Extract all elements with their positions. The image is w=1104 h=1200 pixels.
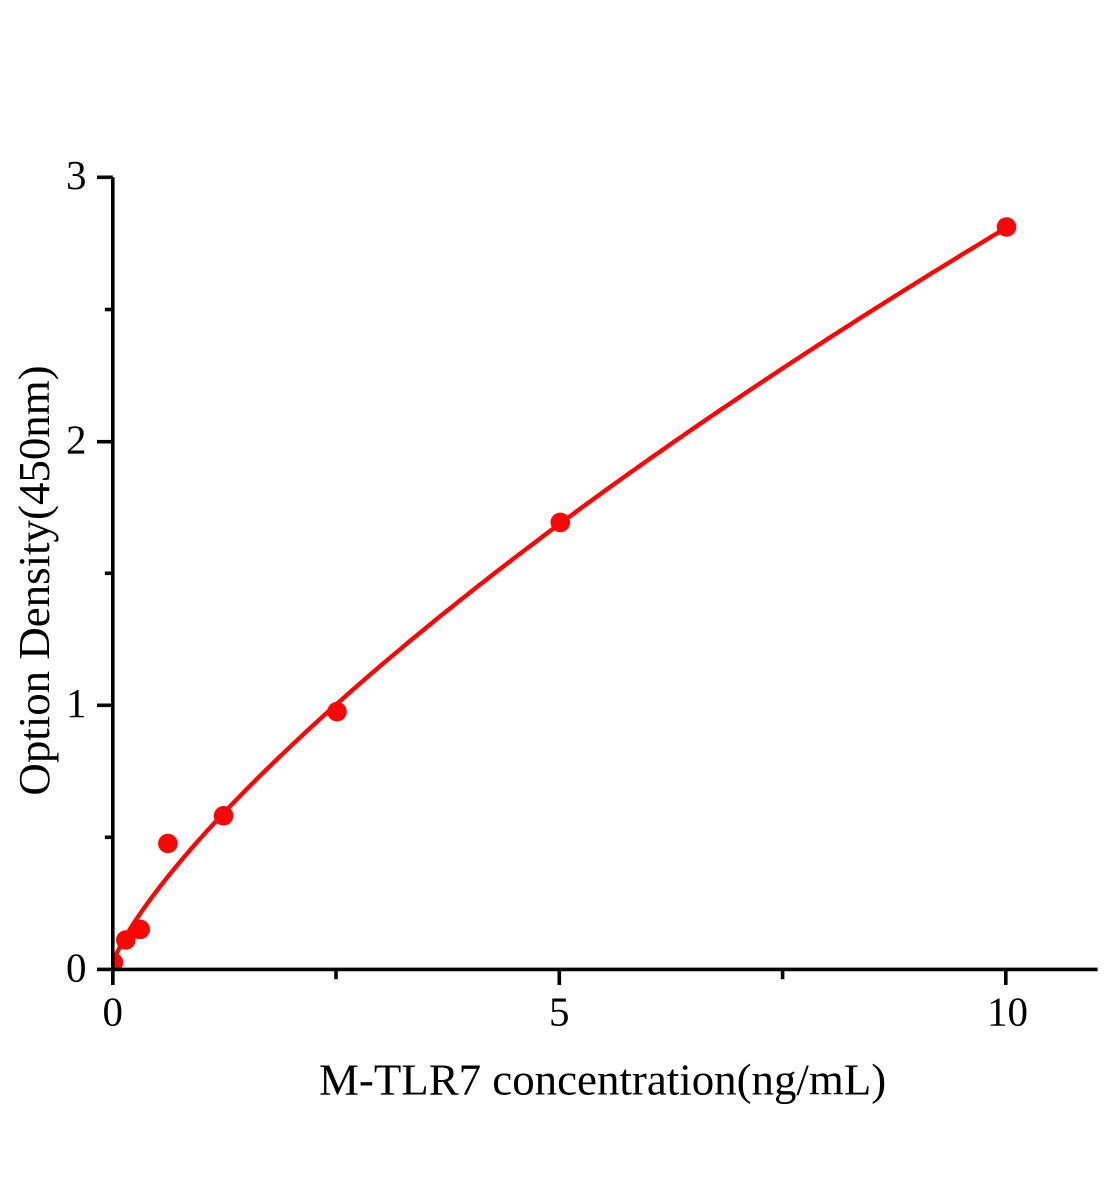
svg-text:5: 5 xyxy=(549,989,570,1035)
svg-text:Option Density(450nm): Option Density(450nm) xyxy=(9,365,59,795)
svg-text:1: 1 xyxy=(66,680,87,726)
svg-text:M-TLR7 concentration(ng/mL): M-TLR7 concentration(ng/mL) xyxy=(319,1054,886,1104)
svg-text:10: 10 xyxy=(987,989,1028,1035)
svg-text:2: 2 xyxy=(66,417,87,463)
svg-text:0: 0 xyxy=(103,989,124,1035)
svg-text:3: 3 xyxy=(66,152,87,198)
svg-text:0: 0 xyxy=(66,944,87,990)
